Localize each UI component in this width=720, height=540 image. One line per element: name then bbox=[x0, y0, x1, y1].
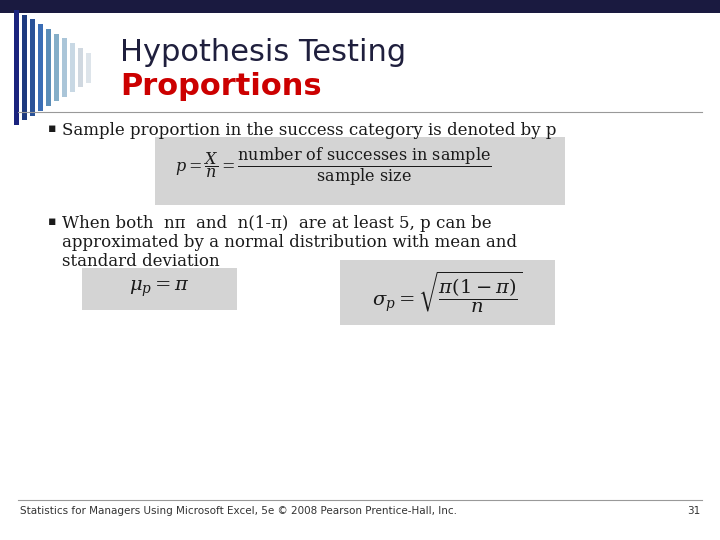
Text: Statistics for Managers Using Microsoft Excel, 5e © 2008 Pearson Prentice-Hall, : Statistics for Managers Using Microsoft … bbox=[20, 506, 457, 516]
FancyBboxPatch shape bbox=[70, 43, 75, 92]
FancyBboxPatch shape bbox=[0, 0, 720, 13]
FancyBboxPatch shape bbox=[86, 52, 91, 83]
Text: ▪: ▪ bbox=[48, 215, 56, 228]
FancyBboxPatch shape bbox=[340, 260, 555, 325]
FancyBboxPatch shape bbox=[46, 29, 51, 106]
Text: Sample proportion in the success category is denoted by p: Sample proportion in the success categor… bbox=[62, 122, 557, 139]
FancyBboxPatch shape bbox=[155, 137, 565, 205]
FancyBboxPatch shape bbox=[54, 33, 59, 102]
Text: Proportions: Proportions bbox=[120, 72, 322, 101]
Text: $\mu_p = \pi$: $\mu_p = \pi$ bbox=[129, 279, 190, 299]
FancyBboxPatch shape bbox=[14, 10, 19, 125]
Text: 31: 31 bbox=[687, 506, 700, 516]
Text: $\sigma_p = \sqrt{\dfrac{\pi(1-\pi)}{n}}$: $\sigma_p = \sqrt{\dfrac{\pi(1-\pi)}{n}}… bbox=[372, 270, 523, 315]
Text: When both  nπ  and  n(1-π)  are at least 5, p can be: When both nπ and n(1-π) are at least 5, … bbox=[62, 215, 492, 232]
FancyBboxPatch shape bbox=[22, 15, 27, 120]
Text: approximated by a normal distribution with mean and: approximated by a normal distribution wi… bbox=[62, 234, 517, 251]
Text: standard deviation: standard deviation bbox=[62, 253, 220, 270]
FancyBboxPatch shape bbox=[38, 24, 43, 111]
FancyBboxPatch shape bbox=[30, 19, 35, 116]
FancyBboxPatch shape bbox=[62, 38, 67, 97]
FancyBboxPatch shape bbox=[82, 268, 237, 310]
Text: ▪: ▪ bbox=[48, 122, 56, 135]
Text: $p = \dfrac{X}{n} = \dfrac{\mathrm{number\ of\ successes\ in\ sample}}{\mathrm{s: $p = \dfrac{X}{n} = \dfrac{\mathrm{numbe… bbox=[175, 145, 492, 188]
FancyBboxPatch shape bbox=[78, 48, 83, 87]
Text: Hypothesis Testing: Hypothesis Testing bbox=[120, 38, 406, 67]
